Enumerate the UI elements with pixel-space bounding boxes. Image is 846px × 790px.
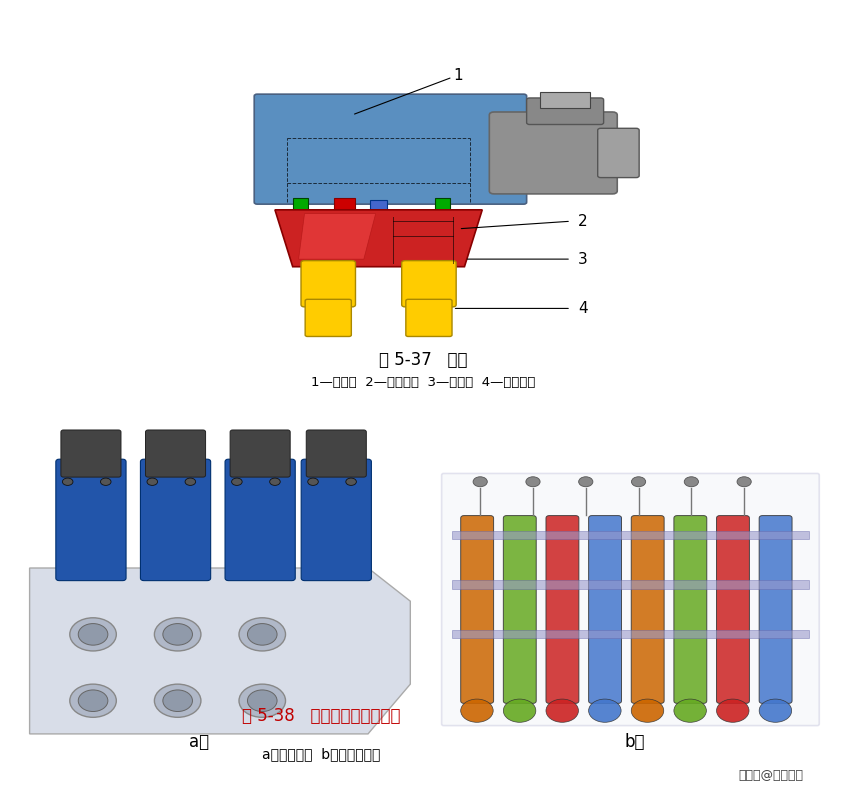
Bar — [293, 198, 307, 210]
Polygon shape — [30, 568, 410, 734]
Ellipse shape — [546, 699, 579, 722]
FancyBboxPatch shape — [301, 261, 355, 307]
FancyBboxPatch shape — [301, 459, 371, 581]
Ellipse shape — [147, 478, 157, 485]
FancyBboxPatch shape — [56, 459, 126, 581]
FancyBboxPatch shape — [589, 516, 622, 703]
Ellipse shape — [232, 478, 242, 485]
FancyBboxPatch shape — [230, 430, 290, 477]
Ellipse shape — [631, 699, 664, 722]
Ellipse shape — [270, 478, 280, 485]
FancyBboxPatch shape — [503, 516, 536, 703]
Ellipse shape — [162, 690, 193, 712]
Ellipse shape — [79, 623, 108, 645]
FancyBboxPatch shape — [631, 516, 664, 703]
Ellipse shape — [101, 478, 111, 485]
Text: 4: 4 — [578, 301, 588, 316]
Text: 搜狐号@万科液压: 搜狐号@万科液压 — [739, 769, 804, 782]
Ellipse shape — [346, 478, 356, 485]
FancyBboxPatch shape — [406, 299, 452, 337]
Text: 图 5-38   用于板式阀的油路块: 图 5-38 用于板式阀的油路块 — [242, 707, 401, 725]
Ellipse shape — [154, 684, 201, 717]
Ellipse shape — [79, 690, 108, 712]
Text: 2: 2 — [578, 214, 588, 228]
FancyBboxPatch shape — [674, 516, 706, 703]
Bar — [435, 198, 450, 210]
FancyBboxPatch shape — [61, 430, 121, 477]
Ellipse shape — [589, 699, 621, 722]
Polygon shape — [299, 213, 376, 259]
Ellipse shape — [759, 699, 792, 722]
Text: 图 5-37   板式: 图 5-37 板式 — [379, 351, 467, 369]
FancyBboxPatch shape — [442, 473, 819, 725]
FancyBboxPatch shape — [526, 98, 603, 125]
FancyBboxPatch shape — [402, 261, 456, 307]
Ellipse shape — [308, 478, 318, 485]
Text: 3: 3 — [578, 252, 588, 266]
Bar — [452, 531, 809, 539]
FancyBboxPatch shape — [541, 92, 590, 108]
Bar — [334, 198, 355, 212]
Ellipse shape — [631, 477, 645, 487]
FancyBboxPatch shape — [546, 516, 579, 703]
Ellipse shape — [684, 477, 699, 487]
Ellipse shape — [239, 618, 285, 651]
Ellipse shape — [247, 623, 277, 645]
Text: 1: 1 — [453, 68, 464, 83]
Ellipse shape — [503, 699, 536, 722]
FancyBboxPatch shape — [254, 94, 526, 204]
Ellipse shape — [717, 699, 749, 722]
FancyBboxPatch shape — [305, 299, 351, 337]
Text: 1—板式阀  2—固定螺栓  3—连接块  4—连接管道: 1—板式阀 2—固定螺栓 3—连接块 4—连接管道 — [310, 376, 536, 389]
Ellipse shape — [162, 623, 193, 645]
Ellipse shape — [473, 477, 487, 487]
Text: b）: b） — [624, 732, 645, 750]
Polygon shape — [275, 210, 482, 267]
Ellipse shape — [461, 699, 493, 722]
Ellipse shape — [239, 684, 285, 717]
Ellipse shape — [185, 478, 195, 485]
Text: a）: a） — [189, 732, 209, 750]
Ellipse shape — [69, 618, 117, 651]
FancyBboxPatch shape — [461, 516, 493, 703]
FancyBboxPatch shape — [146, 430, 206, 477]
Ellipse shape — [63, 478, 73, 485]
Ellipse shape — [247, 690, 277, 712]
Ellipse shape — [526, 477, 540, 487]
FancyBboxPatch shape — [306, 430, 366, 477]
FancyBboxPatch shape — [759, 516, 792, 703]
Ellipse shape — [674, 699, 706, 722]
FancyBboxPatch shape — [489, 112, 618, 194]
Bar — [452, 630, 809, 638]
Ellipse shape — [579, 477, 593, 487]
FancyBboxPatch shape — [597, 128, 639, 178]
Bar — [452, 581, 809, 589]
FancyBboxPatch shape — [717, 516, 750, 703]
Bar — [370, 201, 387, 210]
Ellipse shape — [154, 618, 201, 651]
Ellipse shape — [737, 477, 751, 487]
Text: a）组装示意  b）油路块示意: a）组装示意 b）油路块示意 — [262, 747, 381, 761]
FancyBboxPatch shape — [225, 459, 295, 581]
FancyBboxPatch shape — [140, 459, 211, 581]
Ellipse shape — [69, 684, 117, 717]
